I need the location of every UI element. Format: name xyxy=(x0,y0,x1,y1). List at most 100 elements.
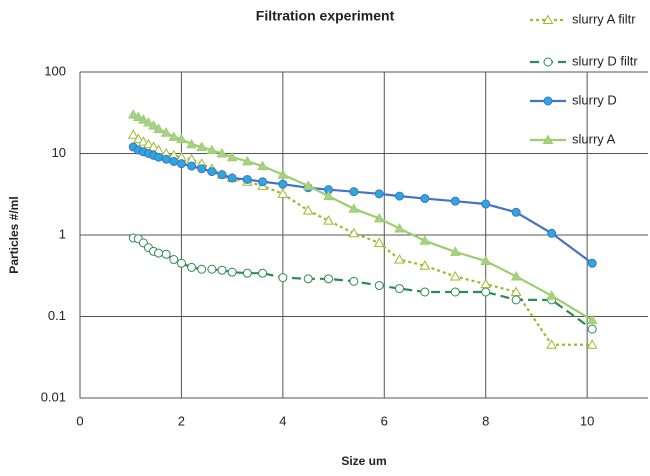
data-point xyxy=(176,258,186,268)
data-point xyxy=(349,187,359,197)
data-point xyxy=(132,111,144,122)
data-point xyxy=(143,116,154,127)
data-point xyxy=(127,109,139,119)
data-point xyxy=(587,258,597,268)
data-point xyxy=(242,174,252,184)
data-point xyxy=(197,264,207,274)
data-point xyxy=(546,339,557,349)
data-point xyxy=(186,138,197,149)
data-point xyxy=(161,249,171,259)
data-point xyxy=(242,155,253,166)
legend-label: slurry D filtr xyxy=(572,53,638,68)
data-point xyxy=(207,167,217,177)
data-point xyxy=(216,147,228,158)
y-tick-label: 1 xyxy=(59,226,66,241)
data-point xyxy=(546,290,557,300)
data-point xyxy=(138,136,149,146)
data-point xyxy=(143,138,154,149)
legend-marker xyxy=(543,96,553,106)
data-point xyxy=(323,190,334,201)
data-point xyxy=(394,254,405,264)
x-tick-label: 4 xyxy=(279,413,286,428)
data-point xyxy=(302,180,314,190)
data-point xyxy=(419,235,431,245)
legend-marker xyxy=(543,57,553,67)
chart-title: Filtration experiment xyxy=(256,8,395,24)
data-point xyxy=(419,260,431,270)
x-tick-label: 6 xyxy=(381,413,388,428)
data-point xyxy=(154,152,164,162)
legend-label: slurry A xyxy=(572,131,616,146)
legend-label: slurry D xyxy=(572,92,617,107)
data-point xyxy=(227,267,237,277)
data-point xyxy=(480,255,492,265)
data-point xyxy=(197,164,207,174)
y-tick-label: 0.1 xyxy=(48,308,66,323)
data-point xyxy=(187,262,197,272)
data-point xyxy=(161,154,171,164)
data-point xyxy=(187,161,197,171)
data-point xyxy=(132,133,144,144)
data-point xyxy=(394,223,405,233)
data-point xyxy=(302,204,314,215)
data-point xyxy=(127,129,139,139)
data-point xyxy=(169,156,179,166)
data-point xyxy=(373,212,385,223)
data-point xyxy=(148,120,159,130)
data-point xyxy=(510,270,522,281)
data-point xyxy=(587,324,597,334)
x-axis-label: Size um xyxy=(341,454,386,468)
data-point xyxy=(395,284,404,294)
x-tick-label: 10 xyxy=(580,413,594,428)
data-point xyxy=(511,207,521,217)
data-point xyxy=(395,191,404,201)
data-point xyxy=(277,188,289,198)
data-point xyxy=(160,127,172,137)
data-point xyxy=(206,144,218,155)
data-point xyxy=(511,295,521,305)
legend-label: slurry A filtr xyxy=(572,11,636,26)
data-point xyxy=(480,278,492,289)
data-point xyxy=(547,228,557,238)
data-point xyxy=(154,248,164,258)
x-tick-label: 8 xyxy=(482,413,489,428)
data-point xyxy=(277,169,289,179)
y-tick-label: 100 xyxy=(44,63,66,78)
data-point xyxy=(348,203,360,213)
data-point xyxy=(349,276,359,286)
data-point xyxy=(258,268,268,278)
y-tick-label: 10 xyxy=(52,145,66,160)
data-point xyxy=(348,227,360,238)
legend-marker xyxy=(542,134,554,144)
data-point xyxy=(226,151,238,162)
data-point xyxy=(481,199,491,209)
data-point xyxy=(324,274,333,284)
data-point xyxy=(323,215,334,225)
data-point xyxy=(176,133,187,144)
data-point xyxy=(450,196,460,206)
data-point xyxy=(138,114,149,124)
data-point xyxy=(449,270,461,281)
data-point xyxy=(196,141,208,152)
data-point xyxy=(169,255,179,265)
data-point xyxy=(207,264,217,274)
data-point xyxy=(148,141,159,152)
data-point xyxy=(278,179,288,189)
data-point xyxy=(586,314,598,325)
data-point xyxy=(449,246,461,256)
data-point xyxy=(168,131,180,141)
data-point xyxy=(176,159,186,169)
data-point xyxy=(153,123,164,133)
data-point xyxy=(374,281,384,291)
series-line xyxy=(133,236,593,331)
y-axis-label: Particles #/ml xyxy=(7,196,21,273)
data-point xyxy=(258,177,268,187)
data-point xyxy=(450,287,460,297)
data-point xyxy=(586,339,598,349)
data-point xyxy=(217,170,227,180)
data-point xyxy=(481,287,491,297)
data-point xyxy=(217,265,227,275)
x-tick-label: 0 xyxy=(76,413,83,428)
data-point xyxy=(257,160,268,171)
